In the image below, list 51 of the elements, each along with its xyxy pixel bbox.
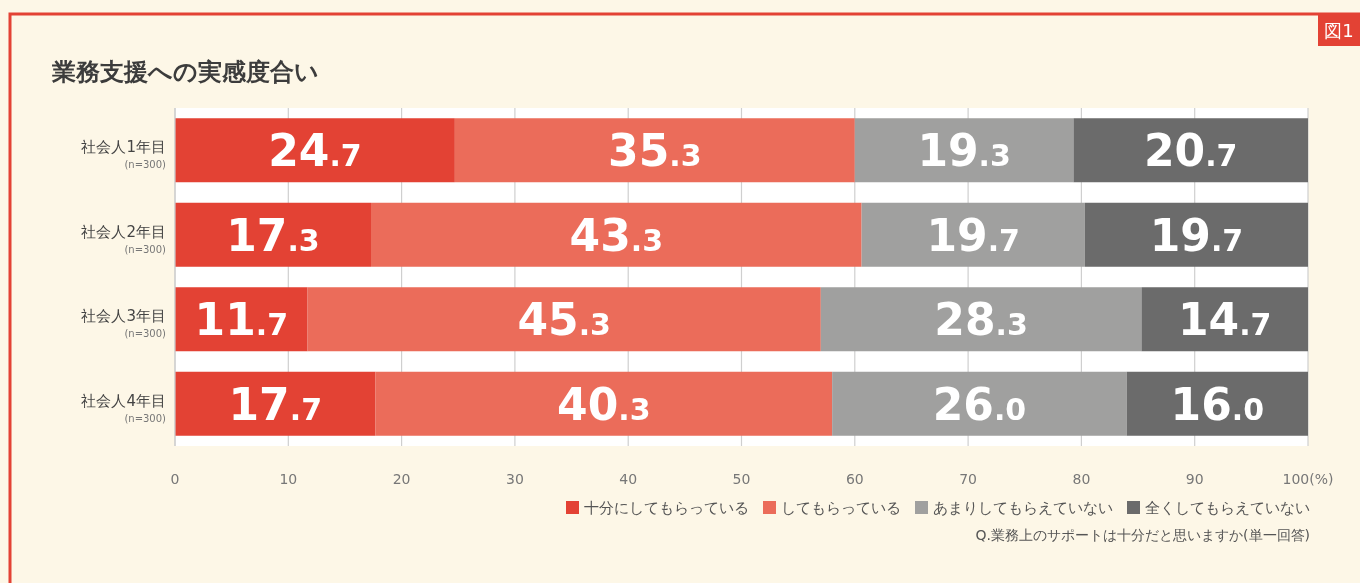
bar [375,371,833,436]
data-label: 20.7 [1143,125,1238,177]
data-label: 19.7 [1149,209,1244,261]
x-tick-label: 70 [959,471,978,487]
data-label: 43.3 [569,209,664,261]
x-tick-label: 80 [1072,471,1091,487]
data-label: 35.3 [608,125,702,177]
y-tick-label: 社会人1年目 (n=300) [81,138,167,171]
x-tick-label: 40 [619,471,638,487]
data-label: 24.7 [268,125,362,177]
data-label: 45.3 [517,294,611,346]
data-label: 11.7 [194,294,289,346]
data-label: 17.3 [226,209,320,261]
x-tick-label: 100(%) [1282,471,1334,487]
y-tick-label: 社会人2年目 (n=300) [81,222,167,255]
text: Q.業務上のサポートは十分だと思いますか(単一回答) [975,527,1310,543]
bar [861,202,1085,267]
x-tick-label: 0 [170,471,180,487]
x-tick-label: 10 [279,471,298,487]
y-tick-label: 社会人4年目 (n=300) [81,391,167,424]
bar [854,118,1074,183]
x-tick-label: 30 [505,471,524,487]
data-label: 26.0 [932,378,1027,430]
bar [832,371,1127,436]
data-label: 19.3 [917,125,1011,177]
bar [307,287,821,352]
bar [175,371,376,436]
bar [371,202,862,267]
data-label: 28.3 [934,294,1028,346]
legend-label: 十分にしてもらっている [584,499,749,517]
data-label: 40.3 [557,378,651,430]
data-label: 17.7 [228,378,323,430]
x-tick-label: 90 [1185,471,1204,487]
bar [454,118,855,183]
bar [175,202,372,267]
legend-label: 全くしてもらえていない [1145,499,1310,517]
bar [820,287,1142,352]
caption: 図1 [1324,20,1354,41]
legend-label: あまりしてもらえていない [933,499,1113,517]
x-tick-label: 60 [845,471,864,487]
bar [1073,118,1308,183]
bar [175,118,455,183]
x-tick-label: 20 [392,471,411,487]
x-tick-label: 50 [732,471,751,487]
data-label: 14.7 [1177,294,1272,346]
bar [1084,202,1308,267]
data-label: 16.0 [1170,378,1265,430]
legend-label: してもらっている [781,499,901,517]
data-label: 19.7 [926,209,1020,261]
y-tick-label: 社会人3年目 (n=300) [81,307,167,340]
chart-title: 業務支援への実感度合い [51,58,319,86]
